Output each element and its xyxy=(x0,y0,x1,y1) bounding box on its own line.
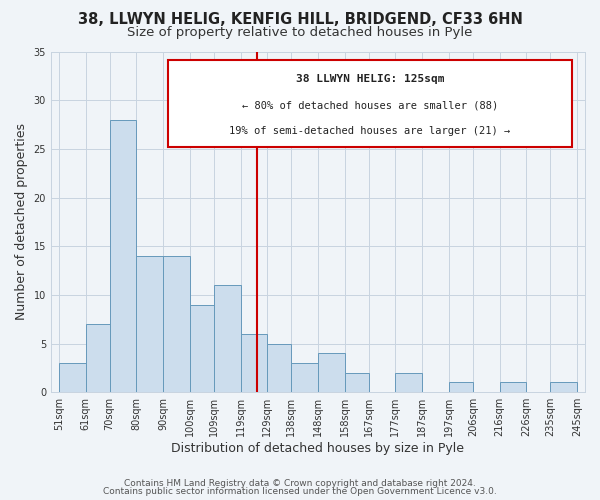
Bar xyxy=(395,372,422,392)
Text: Contains HM Land Registry data © Crown copyright and database right 2024.: Contains HM Land Registry data © Crown c… xyxy=(124,478,476,488)
Text: 19% of semi-detached houses are larger (21) →: 19% of semi-detached houses are larger (… xyxy=(229,126,511,136)
Bar xyxy=(190,304,214,392)
Bar xyxy=(291,363,318,392)
Bar xyxy=(500,382,526,392)
Text: 38, LLWYN HELIG, KENFIG HILL, BRIDGEND, CF33 6HN: 38, LLWYN HELIG, KENFIG HILL, BRIDGEND, … xyxy=(77,12,523,28)
Bar xyxy=(318,354,344,392)
Bar xyxy=(136,256,163,392)
Bar xyxy=(241,334,267,392)
Text: Size of property relative to detached houses in Pyle: Size of property relative to detached ho… xyxy=(127,26,473,39)
Bar xyxy=(214,285,241,392)
Bar xyxy=(267,344,291,392)
X-axis label: Distribution of detached houses by size in Pyle: Distribution of detached houses by size … xyxy=(172,442,464,455)
Text: 38 LLWYN HELIG: 125sqm: 38 LLWYN HELIG: 125sqm xyxy=(296,74,444,84)
Text: Contains public sector information licensed under the Open Government Licence v3: Contains public sector information licen… xyxy=(103,487,497,496)
Bar xyxy=(86,324,110,392)
Bar xyxy=(344,372,368,392)
Bar xyxy=(449,382,473,392)
FancyBboxPatch shape xyxy=(169,60,572,147)
Bar xyxy=(59,363,86,392)
Text: ← 80% of detached houses are smaller (88): ← 80% of detached houses are smaller (88… xyxy=(242,100,498,110)
Bar xyxy=(110,120,136,392)
Bar xyxy=(550,382,577,392)
Bar xyxy=(163,256,190,392)
Y-axis label: Number of detached properties: Number of detached properties xyxy=(15,124,28,320)
